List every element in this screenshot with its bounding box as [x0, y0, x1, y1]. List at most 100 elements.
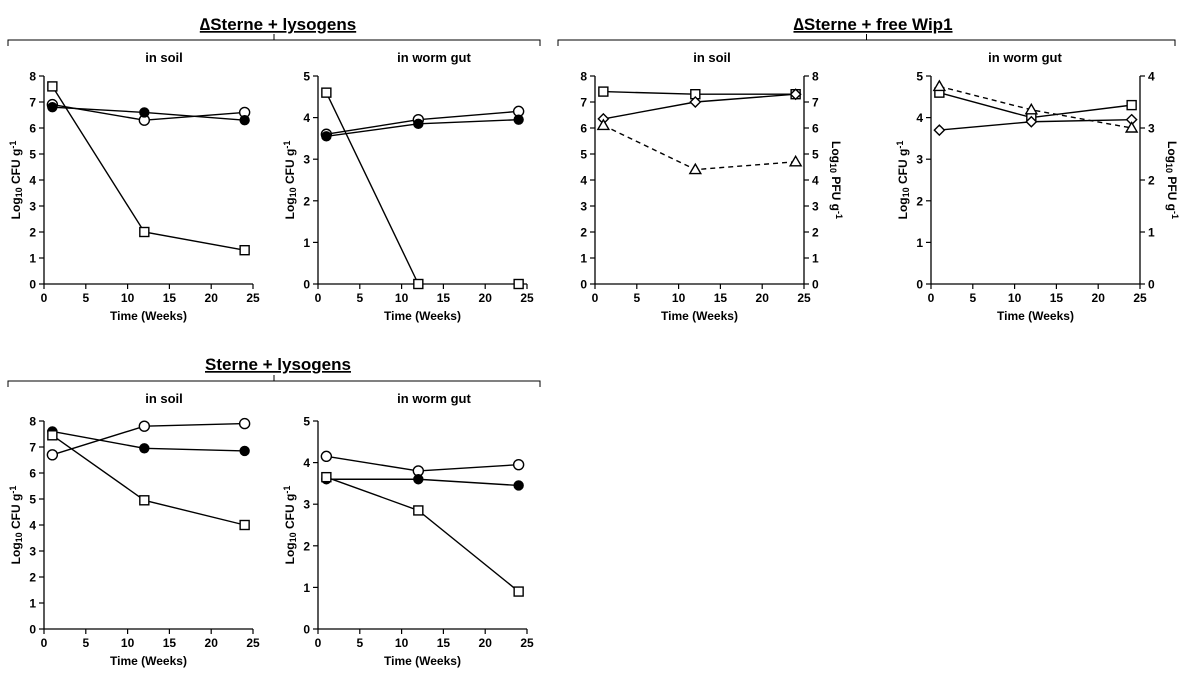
data-point-diamond-open	[689, 96, 702, 108]
y-tick-label: 4	[580, 174, 587, 188]
group-bracket	[7, 34, 541, 46]
x-tick-label: 15	[714, 291, 728, 305]
panel-title: in worm gut	[397, 391, 471, 406]
y-tick-label: 5	[916, 70, 923, 84]
y-tick-label: 0	[303, 278, 310, 292]
chart-panel: in soil 0 5 10 15 20 25 0 1 2 3 4 5 6 7 8 Time (Weeks)	[29, 50, 260, 323]
group-bracket	[7, 375, 541, 387]
data-point-square-open	[413, 505, 424, 516]
data-point-square-open	[47, 81, 58, 92]
y-tick-label: 0	[29, 623, 36, 637]
data-point-circle-open	[46, 449, 59, 461]
x-tick-label: 0	[592, 291, 599, 305]
y-tick-label: 2	[303, 194, 310, 208]
panel-title: in soil	[693, 50, 731, 65]
data-point-circle-open	[138, 420, 151, 432]
y2-tick-label: 1	[1148, 226, 1155, 240]
y-tick-label: 8	[29, 415, 36, 429]
x-tick-label: 5	[969, 291, 976, 305]
y2-tick-label: 1	[812, 252, 819, 266]
y2-tick-label: 2	[1148, 174, 1155, 188]
y2-axis-title: Log10 PFU g-1	[828, 141, 844, 219]
y-axis-title: Log10 CFU g-1	[8, 141, 24, 220]
data-point-circle-filled	[413, 118, 424, 130]
panel-title: in soil	[145, 391, 183, 406]
y-tick-label: 2	[916, 194, 923, 208]
y-tick-label: 1	[580, 252, 587, 266]
x-tick-label: 0	[928, 291, 935, 305]
series-line	[325, 92, 419, 285]
data-point-triangle-open	[1024, 102, 1039, 115]
y-tick-label: 4	[916, 111, 923, 125]
y-tick-label: 1	[29, 597, 36, 611]
x-axis-title: Time (Weeks)	[661, 309, 738, 323]
y2-tick-label: 4	[812, 174, 819, 188]
x-tick-label: 15	[163, 636, 177, 650]
data-point-square-open	[239, 519, 250, 531]
x-tick-label: 20	[479, 291, 493, 305]
group-title: Sterne + lysogens	[205, 355, 351, 374]
chart-panel: in worm gut 0 5 10 15 20 25 0 1 2 3 4 5 Time (Weeks)	[303, 50, 534, 323]
y-axis-title: Log10 CFU g-1	[895, 141, 911, 220]
data-point-square-open	[413, 278, 424, 290]
y2-tick-label: 5	[812, 148, 819, 162]
y-tick-label: 2	[29, 571, 36, 585]
y-tick-label: 4	[303, 111, 310, 125]
data-point-square-open	[239, 244, 250, 256]
data-point-triangle-open	[596, 118, 611, 131]
x-tick-label: 25	[797, 291, 811, 305]
data-point-square-open	[513, 278, 524, 290]
x-tick-label: 5	[356, 291, 363, 305]
x-tick-label: 5	[633, 291, 640, 305]
data-point-square-open	[321, 471, 332, 483]
data-point-circle-open	[512, 458, 525, 471]
x-tick-label: 20	[756, 291, 770, 305]
y-tick-label: 1	[916, 236, 923, 250]
y-tick-label: 0	[580, 278, 587, 292]
y-tick-label: 7	[29, 96, 36, 110]
y2-tick-label: 4	[1148, 70, 1155, 84]
y2-tick-label: 7	[812, 96, 819, 110]
y2-tick-label: 3	[812, 200, 819, 214]
y-tick-label: 6	[29, 122, 36, 136]
y-tick-label: 1	[303, 236, 310, 250]
y2-tick-label: 8	[812, 70, 819, 84]
y-tick-label: 3	[29, 200, 36, 214]
x-tick-label: 0	[315, 291, 322, 305]
series-line	[603, 124, 796, 171]
x-tick-label: 10	[672, 291, 686, 305]
y-tick-label: 5	[303, 70, 310, 84]
x-tick-label: 20	[205, 636, 219, 650]
x-tick-label: 5	[82, 636, 89, 650]
x-tick-label: 20	[1092, 291, 1106, 305]
data-point-triangle-open	[1124, 121, 1139, 133]
y-tick-label: 5	[580, 148, 587, 162]
x-tick-label: 15	[437, 636, 451, 650]
data-point-diamond-open	[789, 88, 802, 101]
y-axis-title: Log10 CFU g-1	[282, 141, 298, 220]
data-point-square-open	[139, 226, 150, 238]
x-tick-label: 0	[41, 636, 48, 650]
data-point-square-open	[1126, 99, 1137, 111]
x-tick-label: 10	[121, 636, 135, 650]
data-point-circle-filled	[513, 480, 524, 491]
y-tick-label: 6	[29, 467, 36, 481]
x-tick-label: 10	[395, 291, 409, 305]
data-point-circle-filled	[239, 445, 250, 457]
x-tick-label: 10	[121, 291, 135, 305]
x-tick-label: 25	[246, 291, 260, 305]
y-tick-label: 3	[303, 153, 310, 167]
y2-tick-label: 0	[812, 278, 819, 292]
x-tick-label: 0	[315, 636, 322, 650]
x-tick-label: 10	[1008, 291, 1022, 305]
x-tick-label: 25	[246, 636, 260, 650]
group-bracket	[557, 34, 1176, 46]
y-tick-label: 5	[29, 148, 36, 162]
y-tick-label: 3	[580, 200, 587, 214]
y-tick-label: 1	[29, 252, 36, 266]
y-tick-label: 4	[29, 174, 36, 188]
data-point-circle-filled	[239, 114, 250, 126]
